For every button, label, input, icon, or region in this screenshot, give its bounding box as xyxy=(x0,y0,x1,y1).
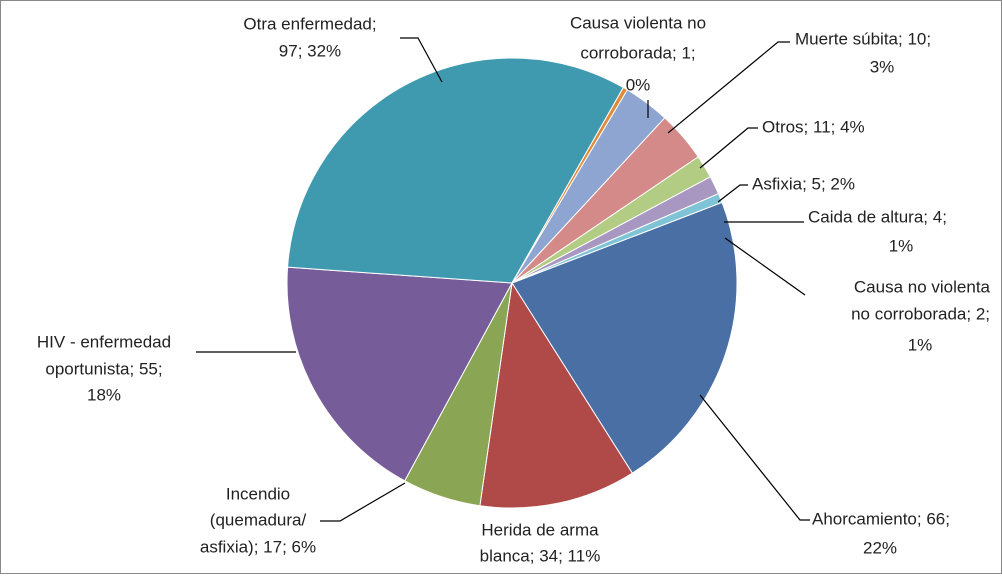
data-label: Muerte súbita; 10; xyxy=(795,29,931,48)
data-label: (quemadura/ xyxy=(210,510,307,529)
data-label: Ahorcamiento; 66; xyxy=(812,509,950,528)
data-label: 0% xyxy=(626,75,651,94)
labels: Ahorcamiento; 66; 22% Herida de arma blanca… xyxy=(37,13,991,565)
data-label: Otra enfermedad; xyxy=(243,14,376,33)
pie-slice xyxy=(286,266,513,482)
leader-line xyxy=(667,41,790,134)
leader-line xyxy=(724,237,806,296)
data-label: corroborada; 1; xyxy=(580,43,695,62)
data-label: Caida de altura; 4; xyxy=(808,207,947,226)
leader-line xyxy=(400,37,443,83)
leader-line xyxy=(320,482,406,522)
pie-slice xyxy=(479,281,634,509)
pie-slice xyxy=(511,193,723,284)
data-label: oportunista; 55; xyxy=(45,359,162,378)
data-label: asfixia); 17; 6% xyxy=(200,537,316,556)
data-label: Otros; 11; 4% xyxy=(762,117,865,136)
data-label: 3% xyxy=(870,57,895,76)
data-label: blanca; 34; 11% xyxy=(480,546,601,565)
data-label: Asfixia; 5; 2% xyxy=(752,174,855,193)
data-label: 18% xyxy=(87,385,121,404)
data-label: Causa violenta no xyxy=(570,13,706,32)
leader-line xyxy=(717,184,748,203)
data-label: 22% xyxy=(863,538,897,557)
data-label: Incendio xyxy=(226,484,290,503)
leader-line xyxy=(699,394,810,521)
data-label: 97; 32% xyxy=(279,41,341,60)
data-label: 1% xyxy=(889,236,914,255)
data-label: Causa no violenta xyxy=(854,277,991,296)
pie-slice xyxy=(511,201,738,474)
data-label: 1% xyxy=(908,335,933,354)
data-label: no corroborada; 2; xyxy=(851,304,990,323)
pie-slice xyxy=(287,57,625,284)
pie xyxy=(286,57,738,509)
data-label: Herida de arma xyxy=(481,520,599,539)
leader-line xyxy=(699,127,758,169)
data-label: HIV - enfermedad xyxy=(37,332,171,351)
